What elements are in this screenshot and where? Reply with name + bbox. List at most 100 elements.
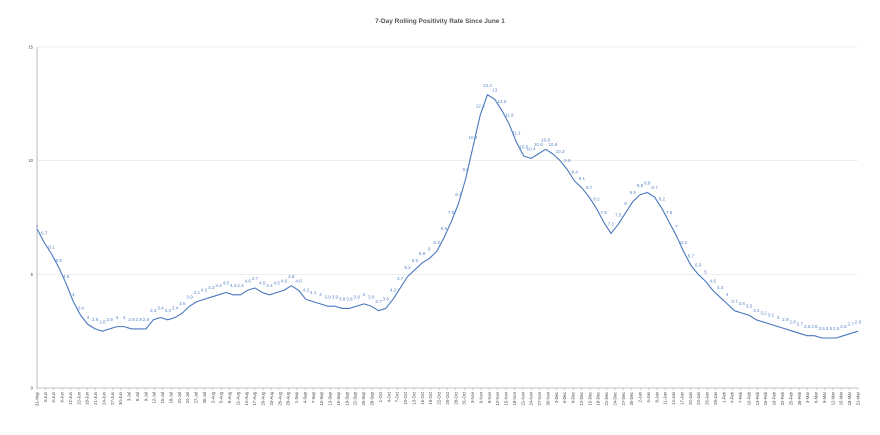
x-tick-label-10: 30-Jun — [118, 391, 123, 404]
x-tick-label-35: 13-Sep — [328, 391, 333, 405]
data-label-46: 3.9 — [368, 294, 375, 299]
x-tick-label-44: 10-Oct — [403, 391, 408, 404]
data-label-58: 8.4 — [455, 192, 462, 197]
x-tick-label-40: 28-Sep — [370, 391, 375, 405]
x-tick-label-55: 12-Nov — [495, 391, 500, 405]
x-tick-label-79: 23-Jan — [696, 391, 701, 404]
data-label-65: 11.9 — [505, 112, 514, 117]
data-label-71: 10.6 — [548, 142, 557, 147]
x-tick-label-41: 1-Oct — [378, 391, 383, 402]
x-tick-label-78: 20-Jan — [688, 391, 693, 404]
data-label-82: 8.5 — [630, 190, 637, 195]
data-label-59: 9.5 — [462, 167, 469, 172]
data-label-81: 8 — [624, 201, 627, 206]
x-tick-label-12: 6-Jul — [135, 392, 140, 401]
data-label-10: 2.9 — [106, 317, 113, 322]
x-tick-label-7: 21-Jun — [93, 391, 98, 404]
x-tick-label-86: 13-Feb — [755, 391, 760, 405]
x-tick-label-69: 24-Dec — [612, 392, 617, 406]
x-tick-label-64: 9-Dec — [571, 392, 576, 403]
data-label-51: 5.2 — [404, 265, 411, 270]
data-label-70: 10.8 — [541, 137, 550, 142]
data-label-33: 4.5 — [274, 281, 281, 286]
x-tick-label-53: 6-Nov — [478, 391, 483, 403]
data-label-85: 8.7 — [651, 185, 658, 190]
data-label-99: 3.3 — [753, 308, 760, 313]
x-tick-label-26: 17-Aug — [252, 391, 257, 405]
x-tick-label-60: 27-Nov — [537, 391, 542, 405]
x-tick-label-16: 18-Jul — [168, 392, 173, 403]
x-tick-label-68: 21-Dec — [604, 392, 609, 406]
data-label-103: 2.9 — [782, 317, 789, 322]
data-label-78: 7.6 — [601, 210, 608, 215]
data-label-30: 4.7 — [252, 276, 259, 281]
x-tick-label-49: 25-Oct — [445, 391, 450, 404]
x-tick-label-54: 9-Nov — [487, 391, 492, 403]
x-tick-label-57: 18-Nov — [512, 391, 517, 405]
data-label-87: 7.6 — [666, 210, 673, 215]
x-tick-label-0: 31-May — [34, 391, 39, 406]
data-label-94: 4.3 — [717, 285, 724, 290]
x-tick-label-87: 16-Feb — [763, 391, 768, 405]
x-tick-label-19: 27-Jul — [194, 392, 199, 403]
data-label-7: 3 — [87, 315, 90, 320]
x-tick-label-83: 4-Feb — [730, 391, 735, 403]
data-label-88: 7 — [675, 224, 678, 229]
data-label-17: 3.4 — [157, 306, 164, 311]
x-tick-label-18: 24-Jul — [185, 392, 190, 403]
data-label-49: 4.2 — [390, 288, 397, 293]
x-tick-label-13: 9-Jul — [143, 392, 148, 401]
data-label-66: 11.1 — [512, 131, 521, 136]
data-label-79: 7.1 — [608, 222, 615, 227]
data-label-20: 3.6 — [179, 301, 186, 306]
data-label-39: 4 — [319, 292, 322, 297]
data-label-98: 3.5 — [746, 303, 753, 308]
x-tick-label-80: 26-Jan — [705, 391, 710, 404]
data-label-31: 4.5 — [259, 281, 266, 286]
data-label-47: 3.7 — [375, 299, 382, 304]
x-tick-label-4: 12-Jun — [68, 391, 73, 404]
data-label-8: 2.9 — [92, 317, 99, 322]
x-tick-label-91: 28-Feb — [797, 391, 802, 405]
x-tick-label-52: 3-Nov — [470, 391, 475, 403]
data-label-109: 2.5 — [826, 326, 833, 331]
x-tick-label-36: 16-Sep — [336, 391, 341, 405]
data-label-90: 5.7 — [688, 253, 695, 258]
data-label-6: 3.4 — [77, 306, 84, 311]
y-tick-label-0: 0 — [31, 386, 34, 391]
x-tick-label-6: 18-Jun — [85, 391, 90, 404]
x-tick-label-77: 17-Jan — [679, 391, 684, 404]
x-tick-label-90: 25-Feb — [788, 391, 793, 405]
x-tick-label-33: 7-Sep — [311, 391, 316, 403]
x-tick-label-30: 29-Aug — [286, 391, 291, 405]
data-label-73: 9.9 — [564, 158, 571, 163]
x-tick-label-62: 3-Dec — [554, 392, 559, 403]
data-label-102: 3 — [777, 315, 780, 320]
data-label-35: 4.8 — [288, 274, 295, 279]
data-label-21: 3.9 — [186, 294, 193, 299]
x-tick-label-72: 2-Jan — [638, 391, 643, 402]
x-tick-label-25: 14-Aug — [244, 391, 249, 405]
x-tick-label-92: 3-Mar — [805, 391, 810, 403]
series-line — [36, 94, 859, 339]
data-label-91: 5.3 — [695, 263, 702, 268]
data-label-11: 3 — [116, 315, 119, 320]
x-tick-label-88: 19-Feb — [772, 391, 777, 405]
data-label-93: 4.6 — [709, 278, 716, 283]
data-label-45: 4 — [363, 292, 366, 297]
data-label-63: 13 — [492, 87, 498, 92]
data-label-54: 6 — [428, 247, 431, 252]
x-tick-label-70: 27-Dec — [621, 392, 626, 406]
x-tick-label-81: 29-Jan — [713, 391, 718, 404]
data-label-25: 4.4 — [215, 283, 222, 288]
x-tick-label-74: 8-Jan — [654, 391, 659, 402]
data-label-106: 2.6 — [804, 324, 811, 329]
data-label-110: 2.5 — [833, 326, 840, 331]
x-tick-label-96: 15-Mar — [839, 391, 844, 405]
x-tick-label-63: 6-Dec — [562, 392, 567, 403]
y-tick-label-1: 5 — [31, 272, 34, 277]
data-label-96: 3.7 — [731, 299, 738, 304]
data-label-60: 10.9 — [468, 135, 477, 140]
x-tick-label-29: 26-Aug — [277, 391, 282, 405]
